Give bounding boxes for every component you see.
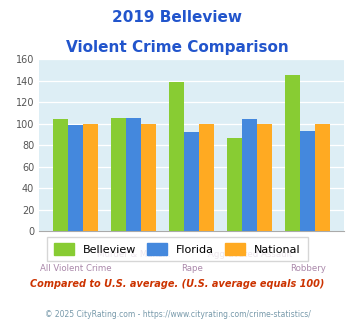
- Bar: [227, 138, 242, 231]
- Bar: [285, 76, 300, 231]
- Text: Robbery: Robbery: [290, 264, 326, 273]
- Bar: [184, 132, 199, 231]
- Text: All Violent Crime: All Violent Crime: [40, 264, 111, 273]
- Bar: [199, 124, 214, 231]
- Text: 2019 Belleview: 2019 Belleview: [113, 10, 242, 25]
- Text: Rape: Rape: [181, 264, 203, 273]
- Text: © 2025 CityRating.com - https://www.cityrating.com/crime-statistics/: © 2025 CityRating.com - https://www.city…: [45, 310, 310, 319]
- Bar: [315, 124, 331, 231]
- Text: Violent Crime Comparison: Violent Crime Comparison: [66, 40, 289, 54]
- Legend: Belleview, Florida, National: Belleview, Florida, National: [47, 237, 308, 261]
- Bar: [141, 124, 156, 231]
- Bar: [111, 118, 126, 231]
- Bar: [169, 82, 184, 231]
- Bar: [68, 125, 83, 231]
- Text: Compared to U.S. average. (U.S. average equals 100): Compared to U.S. average. (U.S. average …: [30, 279, 325, 289]
- Bar: [83, 124, 98, 231]
- Text: Murder & Mans...: Murder & Mans...: [97, 250, 170, 259]
- Bar: [257, 124, 272, 231]
- Bar: [242, 119, 257, 231]
- Bar: [300, 131, 315, 231]
- Text: Aggravated Assault: Aggravated Assault: [208, 250, 292, 259]
- Bar: [53, 119, 68, 231]
- Bar: [126, 118, 141, 231]
